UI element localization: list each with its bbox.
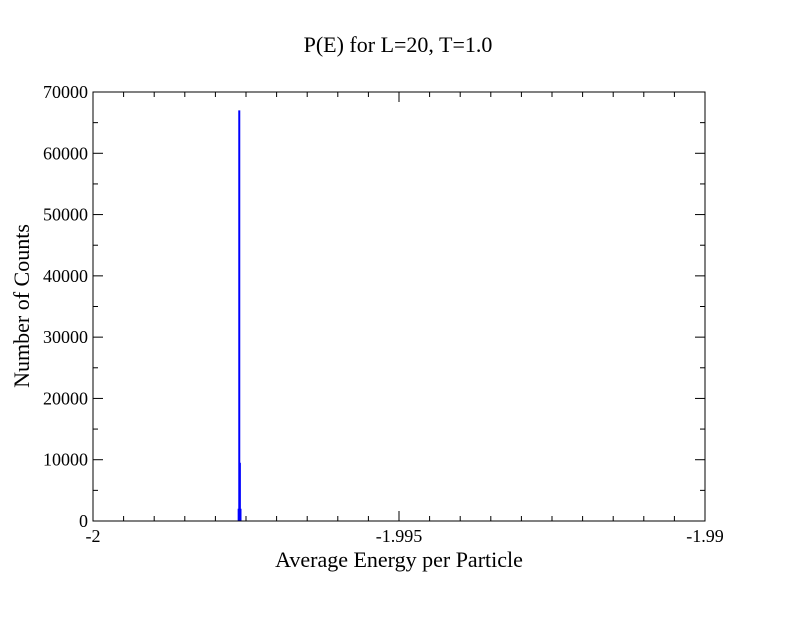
y-tick-label: 30000 — [43, 327, 88, 347]
plot-frame — [92, 91, 706, 522]
x-axis-title: Average Energy per Particle — [275, 547, 523, 572]
y-tick-label: 50000 — [43, 205, 88, 225]
y-tick-label: 10000 — [43, 450, 88, 470]
bars-layer — [237, 110, 242, 521]
x-tick-label: -2 — [86, 526, 101, 546]
y-tick-label: 0 — [79, 511, 88, 531]
chart-title: P(E) for L=20, T=1.0 — [304, 32, 493, 57]
x-tick-label: -1.99 — [686, 526, 724, 546]
x-tick-label: -1.995 — [376, 526, 423, 546]
y-tick-label: 40000 — [43, 266, 88, 286]
y-tick-label: 60000 — [43, 143, 88, 163]
y-tick-label: 70000 — [43, 82, 88, 102]
ticks-layer: -2 -1.995 -1.99 0 10000 20000 30000 40000 50000 6… — [43, 82, 724, 546]
y-axis-title: Number of Counts — [9, 224, 34, 388]
y-tick-label: 20000 — [43, 388, 88, 408]
